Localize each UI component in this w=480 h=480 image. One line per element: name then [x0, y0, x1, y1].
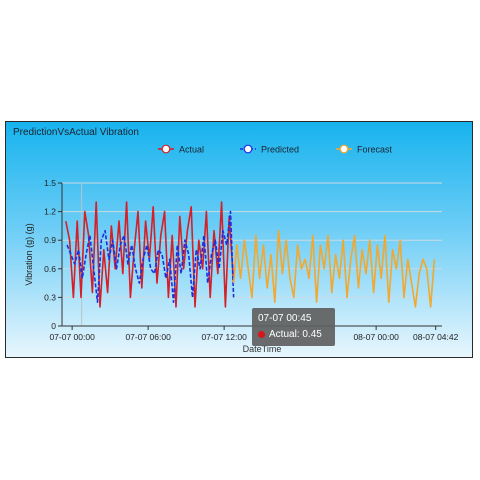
x-tick-label: 07-07 00:00: [49, 332, 95, 342]
legend[interactable]: Actual Predicted Forecast: [158, 145, 393, 155]
x-tick-label: 07-07 06:00: [125, 332, 171, 342]
chart-panel: Actual Predicted Forecast 0 0.3 0.6 0.9 1.2 1.5…: [5, 121, 473, 358]
y-tick-label: 0.3: [44, 292, 56, 302]
y-tick-label: 1.5: [44, 178, 56, 188]
legend-marker: [339, 144, 349, 154]
tooltip-series-dot: [258, 331, 265, 338]
tooltip-time: 07-07 00:45: [258, 313, 312, 324]
x-tick-label: 07-07 12:00: [201, 332, 247, 342]
chart-title: PredictionVsActual Vibration: [13, 127, 139, 138]
y-axis-title: Vibration (g) (g): [24, 223, 34, 285]
y-tick-label: 0: [51, 321, 56, 331]
data-tooltip: 07-07 00:45 Actual: 0.45: [252, 308, 335, 346]
legend-marker: [243, 144, 253, 154]
tooltip-row: Actual: 0.45: [258, 329, 322, 340]
series-line-forecast: [232, 229, 436, 308]
legend-label-actual: Actual: [179, 145, 204, 155]
series-line-actual: [65, 201, 235, 308]
series-layer: [65, 201, 436, 308]
legend-label-predicted: Predicted: [261, 145, 299, 155]
series-line-predicted: [66, 210, 235, 303]
y-tick-label: 1.2: [44, 207, 56, 217]
legend-label-forecast: Forecast: [357, 145, 393, 155]
line-chart: Actual Predicted Forecast 0 0.3 0.6 0.9 1.2 1.5…: [24, 145, 459, 355]
y-tick-label: 0.6: [44, 264, 56, 274]
tooltip-value: Actual: 0.45: [269, 329, 322, 340]
y-tick-label: 0.9: [44, 235, 56, 245]
axis-labels: 0 0.3 0.6 0.9 1.2 1.5 07-07 00:00 07-07 06:00 07…: [24, 178, 459, 354]
x-tick-label: 08-07 00:00: [353, 332, 399, 342]
x-tick-label: 08-07 04:42: [413, 332, 459, 342]
x-axis-title: DateTime: [243, 344, 282, 354]
legend-marker: [161, 144, 171, 154]
